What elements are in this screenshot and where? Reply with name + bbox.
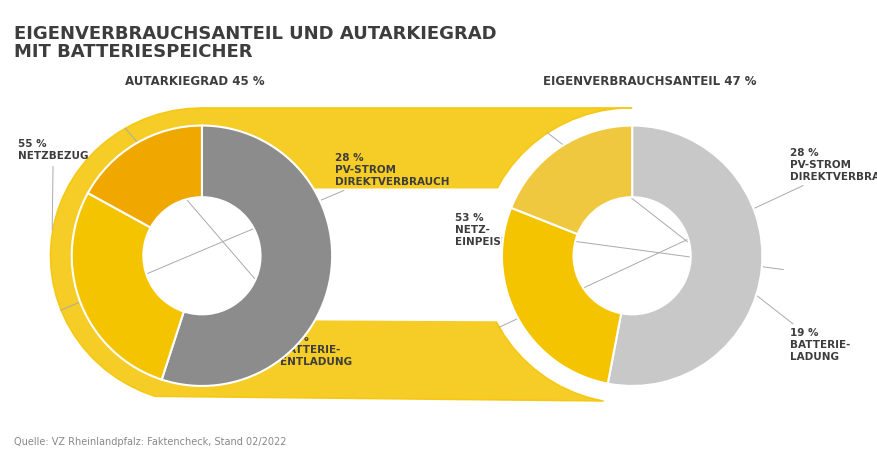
Polygon shape	[50, 108, 631, 401]
Wedge shape	[510, 126, 631, 234]
Text: EIGENVERBRAUCHSANTEIL UND AUTARKIEGRAD: EIGENVERBRAUCHSANTEIL UND AUTARKIEGRAD	[14, 25, 496, 43]
Wedge shape	[88, 126, 202, 227]
Text: 28 %
PV-STROM
DIREKTVERBRAUCH: 28 % PV-STROM DIREKTVERBRAUCH	[498, 148, 877, 327]
Text: 17 %
BATTERIE-
ENTLADUNG: 17 % BATTERIE- ENTLADUNG	[125, 128, 352, 366]
Wedge shape	[607, 126, 761, 386]
Text: 19 %
BATTERIE-
LADUNG: 19 % BATTERIE- LADUNG	[546, 133, 850, 362]
Text: EIGENVERBRAUCHSANTEIL 47 %: EIGENVERBRAUCHSANTEIL 47 %	[543, 75, 756, 88]
Wedge shape	[72, 193, 183, 379]
Text: MIT BATTERIESPEICHER: MIT BATTERIESPEICHER	[14, 43, 253, 61]
Wedge shape	[502, 208, 620, 384]
Text: 53 %
NETZ-
EINPEISUNG: 53 % NETZ- EINPEISUNG	[454, 213, 782, 270]
Text: AUTARKIEGRAD 45 %: AUTARKIEGRAD 45 %	[125, 75, 265, 88]
Text: 55 %
NETZBEZUG: 55 % NETZBEZUG	[18, 139, 89, 230]
Text: 28 %
PV-STROM
DIREKTVERBRAUCH: 28 % PV-STROM DIREKTVERBRAUCH	[61, 153, 449, 310]
Text: Quelle: VZ Rheinlandpfalz: Faktencheck, Stand 02/2022: Quelle: VZ Rheinlandpfalz: Faktencheck, …	[14, 437, 286, 447]
Wedge shape	[161, 126, 332, 386]
Polygon shape	[133, 189, 631, 321]
